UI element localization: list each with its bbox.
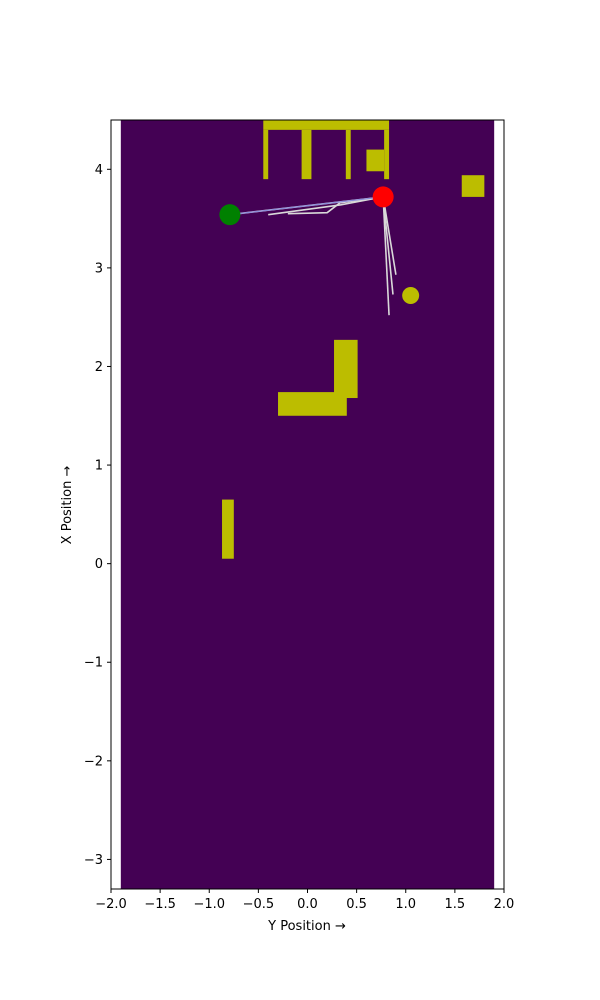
y-tick-label: 4 (95, 163, 103, 178)
axes: −2.0 −1.5 −1.0 −0.5 0.0 0.5 1.0 1.5 2.0 −3 −2 −1 0 1 2… (84, 119, 515, 912)
obstacle-cell (345, 129, 351, 180)
path-line (382, 196, 397, 275)
obstacle-cell (301, 129, 312, 180)
free-space-region (120, 120, 495, 889)
highlight-path-line (229, 196, 384, 216)
y-tick-label: 1 (95, 459, 103, 474)
obstacle-cell (384, 129, 390, 180)
obstacle-cell (263, 120, 390, 130)
plot-area (120, 120, 495, 889)
x-tick-label: 2.0 (494, 897, 515, 912)
start-marker (219, 204, 241, 226)
y-tick-label: −3 (84, 853, 103, 868)
x-tick-label: −2.0 (95, 897, 127, 912)
goal-marker (372, 186, 394, 208)
y-tick-label: −1 (84, 656, 103, 671)
y-tick-label: −2 (84, 754, 103, 769)
y-tick-label: 0 (95, 557, 103, 572)
obstacle-cell (278, 392, 347, 416)
path-line (382, 196, 390, 316)
y-tick-label: 2 (95, 360, 103, 375)
y-tick-label: 3 (95, 261, 103, 276)
path-line (268, 196, 384, 216)
x-tick-label: −1.5 (144, 897, 176, 912)
obstacle-cell (334, 339, 358, 399)
x-axis-title: Y Position → (267, 919, 346, 934)
path-line (382, 196, 394, 295)
obstacle-cell (222, 499, 234, 559)
obstacle-cell (366, 149, 385, 172)
x-tick-label: −0.5 (243, 897, 275, 912)
obstacle-cell (461, 175, 485, 197)
obstacle-cell (263, 129, 269, 180)
x-tick-label: 1.0 (395, 897, 416, 912)
x-tick-label: 1.5 (445, 897, 466, 912)
y-axis-title: X Position → (60, 466, 75, 545)
x-tick-label: 0.0 (297, 897, 318, 912)
obstacle-point-marker (402, 286, 420, 304)
x-tick-label: −1.0 (193, 897, 225, 912)
x-tick-label: 0.5 (346, 897, 367, 912)
